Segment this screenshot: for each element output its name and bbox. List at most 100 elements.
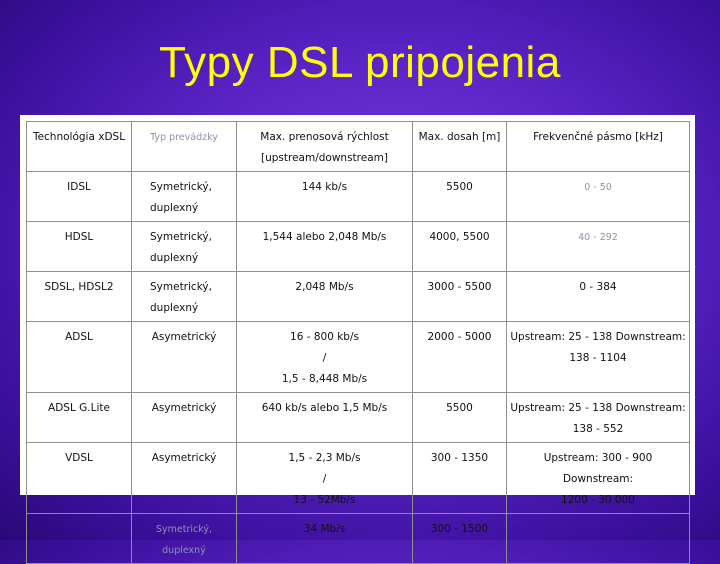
rate-cell: 16 - 800 kb/s / 1,5 - 8,448 Mb/s — [236, 321, 413, 393]
slide-title: Typy DSL pripojenia — [159, 38, 561, 87]
tech-cell: VDSL — [26, 442, 132, 514]
rate-cell: 144 kb/s — [236, 171, 413, 222]
reach-cell: 5500 — [412, 392, 507, 443]
rate-cell-text: 1,544 alebo 2,048 Mb/s — [262, 231, 387, 243]
rate-cell-text: / — [322, 352, 327, 364]
header-label: Frekvenčné pásmo [kHz] — [533, 131, 663, 143]
header-cell: Technológia xDSL — [26, 121, 132, 172]
type-cell: Asymetrický — [131, 321, 237, 393]
freq-cell-text: Upstream: 25 - 138 Downstream: — [510, 331, 686, 343]
reach-cell-text: 4000, 5500 — [429, 231, 490, 243]
reach-cell: 2000 - 5000 — [412, 321, 507, 393]
freq-cell: Upstream: 25 - 138 Downstream: 138 - 1104 — [506, 321, 690, 393]
freq-cell-text: 1200 - 30 000 — [561, 494, 635, 506]
rate-cell-text: 2,048 Mb/s — [295, 281, 354, 293]
type-cell-text: duplexný — [150, 302, 199, 314]
reach-cell-text: 300 - 1500 — [430, 523, 489, 535]
rate-cell: 34 Mb/s — [236, 513, 413, 564]
type-cell: Asymetrický — [131, 442, 237, 514]
tech-cell-text: ADSL G.Lite — [48, 402, 110, 414]
type-cell-text: Symetrický, — [150, 231, 212, 243]
reach-cell-text: 300 - 1350 — [430, 452, 489, 464]
rate-cell: 1,544 alebo 2,048 Mb/s — [236, 221, 413, 272]
rate-cell: 1,5 - 2,3 Mb/s / 13 - 52Mb/s — [236, 442, 413, 514]
freq-cell-text: Upstream: 300 - 900 Downstream: — [543, 452, 653, 485]
reach-cell: 300 - 1350 — [412, 442, 507, 514]
freq-cell-text: 138 - 1104 — [569, 352, 627, 364]
reach-cell: 5500 — [412, 171, 507, 222]
reach-cell: 300 - 1500 — [412, 513, 507, 564]
header-label: Max. dosah [m] — [418, 131, 501, 143]
header-cell: Max. dosah [m] — [412, 121, 507, 172]
freq-cell: 0 - 50 — [506, 171, 690, 222]
type-cell-text: Symetrický, duplexný — [155, 524, 213, 556]
tech-cell-text: VDSL — [65, 452, 93, 464]
tech-cell: ADSL — [26, 321, 132, 393]
rate-cell-text: 1,5 - 2,3 Mb/s — [288, 452, 361, 464]
table-row: ADSL G.Lite Asymetrický 640 kb/s alebo 1,5… — [26, 392, 690, 443]
reach-cell-text: 3000 - 5500 — [427, 281, 492, 293]
type-cell: Symetrický, duplexný — [131, 513, 237, 564]
type-cell: Symetrický, duplexný — [131, 271, 237, 322]
reach-cell-text: 5500 — [446, 181, 473, 193]
table-row: VDSL Asymetrický 1,5 - 2,3 Mb/s / 13 - 52Mb/… — [26, 442, 690, 514]
type-cell: Symetrický, duplexný — [131, 221, 237, 272]
freq-cell-text: 40 - 292 — [578, 232, 618, 243]
table-row: HDSL Symetrický, duplexný 1,544 alebo 2,048… — [26, 221, 690, 272]
freq-cell: 40 - 292 — [506, 221, 690, 272]
freq-cell-text: 138 - 552 — [572, 423, 624, 435]
dsl-types-table: Technológia xDSL Typ prevádzky Max. prenos… — [26, 121, 690, 564]
table-header-row: Technológia xDSL Typ prevádzky Max. prenos… — [26, 121, 690, 172]
header-cell: Max. prenosová rýchlost [upstream/downstr… — [236, 121, 413, 172]
freq-cell-text: 0 - 50 — [584, 182, 612, 193]
rate-cell-text: 144 kb/s — [301, 181, 348, 193]
table-panel: Technológia xDSL Typ prevádzky Max. prenos… — [20, 115, 695, 564]
rate-cell: 640 kb/s alebo 1,5 Mb/s — [236, 392, 413, 443]
freq-cell-text: 0 - 384 — [579, 281, 617, 293]
tech-cell-text: SDSL, HDSL2 — [44, 281, 114, 293]
type-cell: Symetrický, duplexný — [131, 171, 237, 222]
rate-cell-text: 640 kb/s alebo 1,5 Mb/s — [261, 402, 388, 414]
header-label: Typ prevádzky — [150, 132, 218, 143]
freq-cell: Upstream: 300 - 900 Downstream: 1200 - 30… — [506, 442, 690, 514]
header-cell: Frekvenčné pásmo [kHz] — [506, 121, 690, 172]
type-cell: Asymetrický — [131, 392, 237, 443]
type-cell-text: Asymetrický — [151, 402, 217, 414]
tech-cell — [26, 513, 132, 564]
tech-cell: IDSL — [26, 171, 132, 222]
table-row: Symetrický, duplexný 34 Mb/s 300 - 1500 — [26, 513, 690, 564]
type-cell-text: duplexný — [150, 252, 199, 264]
freq-cell: 0 - 384 — [506, 271, 690, 322]
reach-cell-text: 5500 — [446, 402, 473, 414]
tech-cell: SDSL, HDSL2 — [26, 271, 132, 322]
table-row: ADSL Asymetrický 16 - 800 kb/s / 1,5 - 8,448… — [26, 321, 690, 393]
header-sublabel: [upstream/downstream] — [261, 152, 388, 164]
header-label: Technológia xDSL — [32, 131, 126, 143]
tech-cell: HDSL — [26, 221, 132, 272]
tech-cell-text: HDSL — [64, 231, 94, 243]
rate-cell-text: / — [322, 473, 327, 485]
type-cell-text: Asymetrický — [151, 452, 217, 464]
rate-cell-text: 13 - 52Mb/s — [293, 494, 356, 506]
rate-cell: 2,048 Mb/s — [236, 271, 413, 322]
type-cell-text: duplexný — [150, 202, 199, 214]
reach-cell-text: 2000 - 5000 — [427, 331, 492, 343]
tech-cell-text: ADSL — [65, 331, 93, 343]
rate-cell-text: 1,5 - 8,448 Mb/s — [281, 373, 368, 385]
rate-cell-text: 34 Mb/s — [303, 523, 346, 535]
freq-cell — [506, 513, 690, 564]
type-cell-text: Symetrický, — [150, 181, 212, 193]
reach-cell: 3000 - 5500 — [412, 271, 507, 322]
type-cell-text: Asymetrický — [151, 331, 217, 343]
table-row: IDSL Symetrický, duplexný 144 kb/s 5500 0 - 5… — [26, 171, 690, 222]
header-cell: Typ prevádzky — [131, 121, 237, 172]
table-row: SDSL, HDSL2 Symetrický, duplexný 2,048 Mb/s… — [26, 271, 690, 322]
type-cell-text: Symetrický, — [150, 281, 212, 293]
freq-cell-text: Upstream: 25 - 138 Downstream: — [510, 402, 686, 414]
freq-cell: Upstream: 25 - 138 Downstream: 138 - 552 — [506, 392, 690, 443]
tech-cell-text: IDSL — [67, 181, 91, 193]
header-label: Max. prenosová rýchlost — [260, 131, 389, 143]
tech-cell: ADSL G.Lite — [26, 392, 132, 443]
rate-cell-text: 16 - 800 kb/s — [290, 331, 359, 343]
reach-cell: 4000, 5500 — [412, 221, 507, 272]
